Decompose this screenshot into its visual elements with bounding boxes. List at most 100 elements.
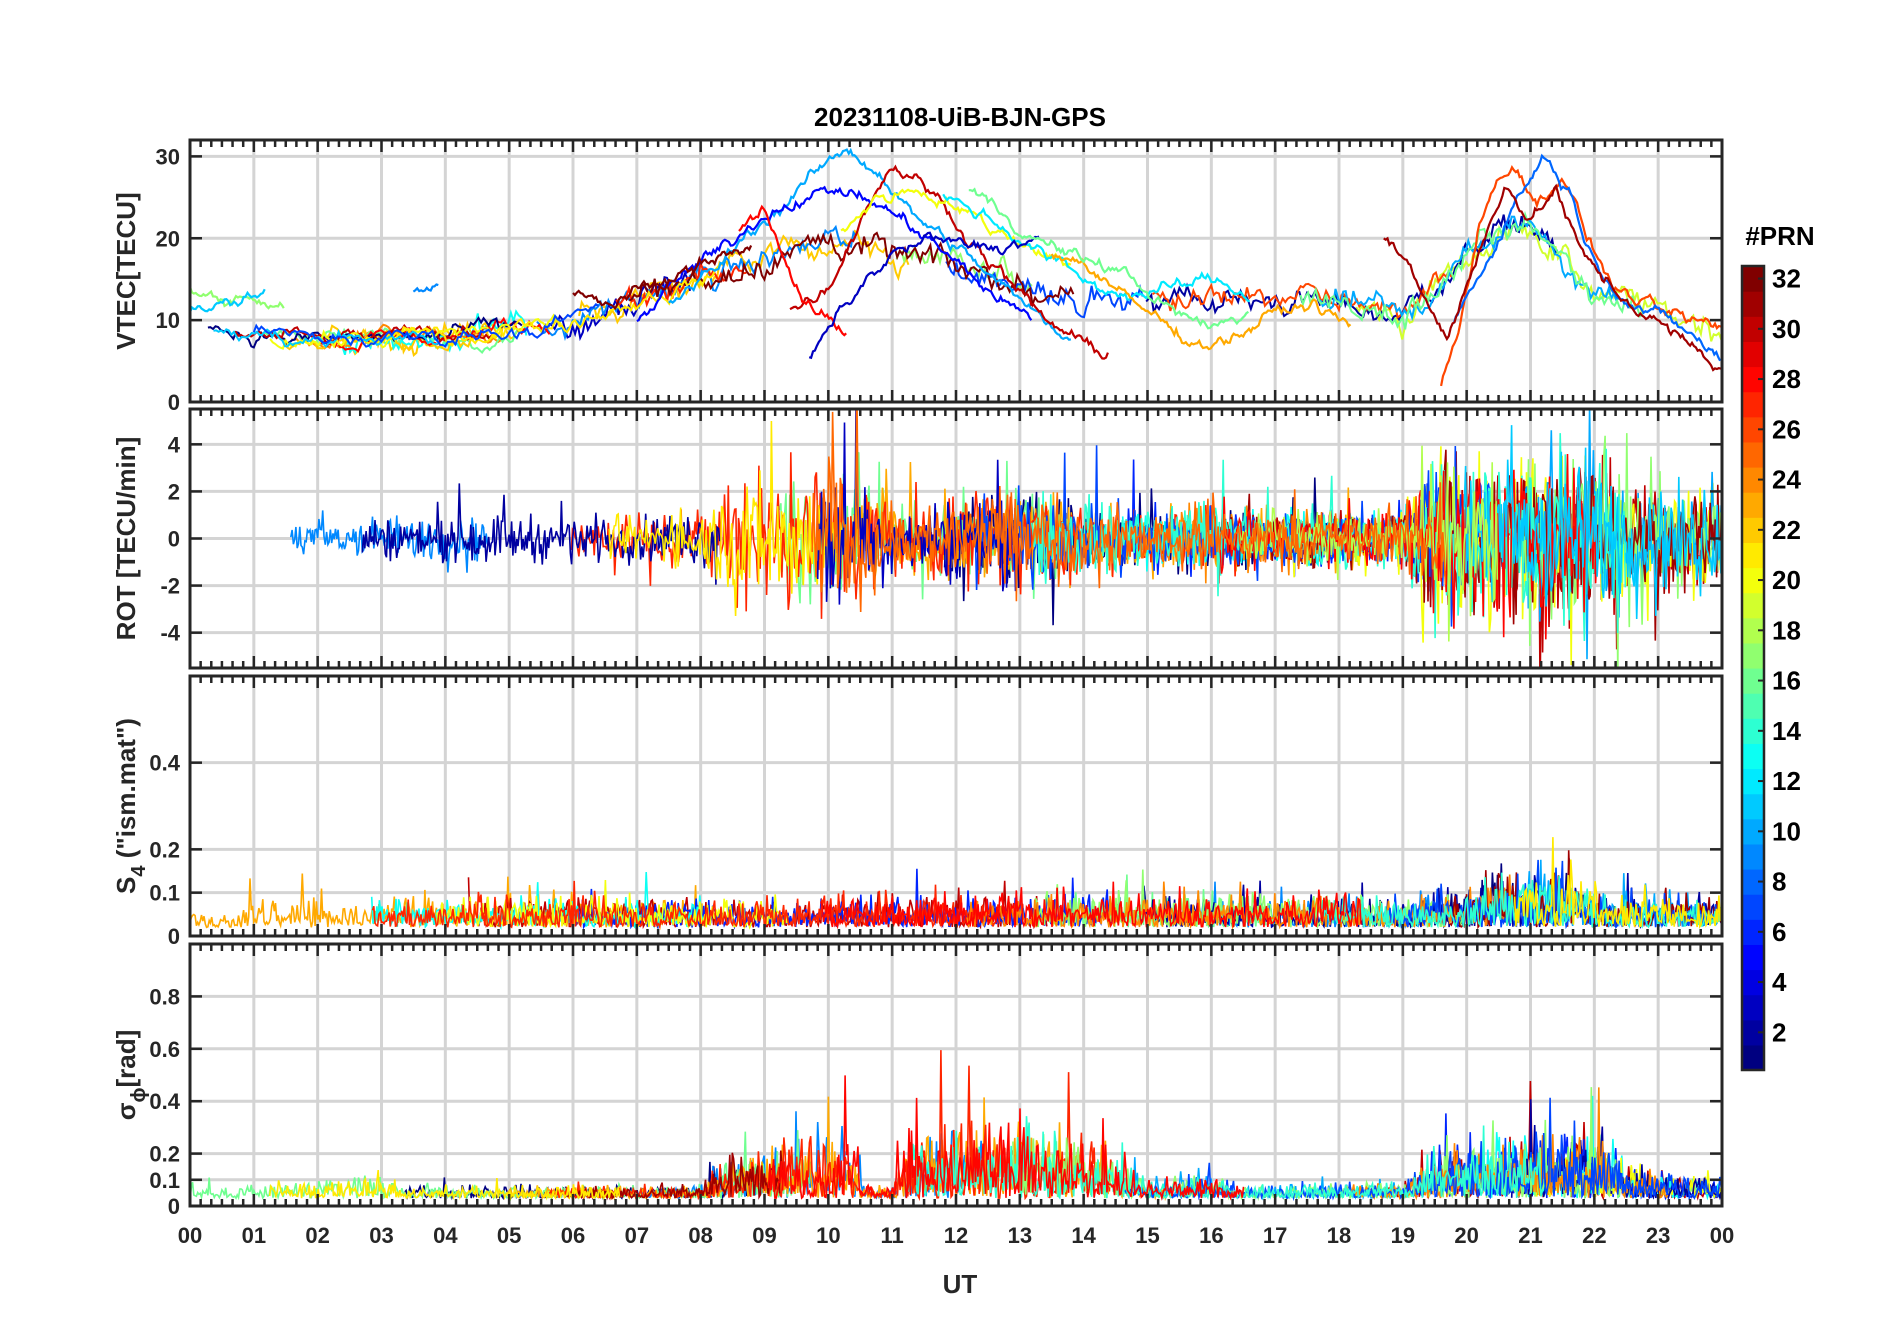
colorbar-segment xyxy=(1742,642,1764,669)
colorbar-segment xyxy=(1742,617,1764,644)
vtec-series-prn-8 xyxy=(1452,153,1722,362)
vtec-series-prn-28 xyxy=(738,204,847,337)
vtec-early-track xyxy=(213,328,439,349)
colorbar-segment xyxy=(1742,818,1764,845)
x-tick-label: 06 xyxy=(561,1223,585,1248)
sigma_phi-track xyxy=(908,1116,1545,1200)
panel-vtec: 0 10 20 30 VTEC[TECU] xyxy=(111,138,1724,415)
colorbar-tick-label: 8 xyxy=(1772,867,1786,897)
x-tick-label: 01 xyxy=(242,1223,266,1248)
y-axis-label-rot: ROT [TECU/min] xyxy=(111,437,141,641)
x-tick-label: 12 xyxy=(944,1223,968,1248)
s4-track xyxy=(820,881,1362,930)
colorbar-tick-label: 16 xyxy=(1772,666,1801,696)
y-tick-label: 30 xyxy=(156,144,180,169)
colorbar-segment xyxy=(1742,668,1764,694)
colorbar-tick-label: 4 xyxy=(1772,967,1787,997)
x-tick-label: 10 xyxy=(816,1223,840,1248)
colorbar-tick-label: 28 xyxy=(1772,364,1801,394)
colorbar-segment xyxy=(1742,467,1764,493)
colorbar-segment xyxy=(1742,341,1764,368)
y-tick-label: 4 xyxy=(168,432,181,457)
rot-track xyxy=(1463,425,1722,620)
x-tick-label: 13 xyxy=(1008,1223,1032,1248)
vtec-series-prn-16 xyxy=(968,187,1250,330)
colorbar-segment xyxy=(1742,894,1764,920)
y-tick-label: -2 xyxy=(160,574,180,599)
y-axis-label-s4: S4 ("ism.mat") xyxy=(111,718,150,894)
colorbar-tick-label: 6 xyxy=(1772,917,1786,947)
colorbar-segment xyxy=(1742,743,1764,770)
chart-title: 20231108-UiB-BJN-GPS xyxy=(814,102,1106,132)
vtec-bg-track xyxy=(536,224,857,342)
x-tick-label: 18 xyxy=(1327,1223,1351,1248)
y-axis-label-vtec: VTEC[TECU] xyxy=(111,192,141,349)
colorbar-frame xyxy=(1740,264,1766,1072)
colorbar-segment xyxy=(1742,517,1764,543)
x-tick-label: 00 xyxy=(178,1223,202,1248)
colorbar-segment xyxy=(1742,567,1764,594)
y-tick-label: 0 xyxy=(168,390,180,415)
colorbar-tick-label: 24 xyxy=(1772,465,1801,495)
colorbar-segment xyxy=(1742,1044,1764,1071)
y-tick-label: 0.6 xyxy=(149,1037,180,1062)
colorbar-segment xyxy=(1742,919,1764,945)
series-sigma_phi xyxy=(190,1050,1722,1202)
x-tick-label: 11 xyxy=(881,1223,904,1248)
x-tick-label: 09 xyxy=(752,1223,776,1248)
vtec-series-prn-30 xyxy=(789,164,1109,360)
panel-s4: 0 0.1 0.2 0.4S4 ("ism.mat") xyxy=(111,674,1724,949)
colorbar-tick-label: 32 xyxy=(1772,264,1801,294)
x-tick-label: 14 xyxy=(1071,1223,1096,1248)
panel-sigma_phi: 00.10.2 0.4 0.6 0.8 σϕ[rad] xyxy=(111,942,1724,1219)
vtec-bg-track xyxy=(1319,215,1620,322)
vtec-series-prn-32 xyxy=(572,245,753,311)
y-tick-label: 0 xyxy=(168,1194,180,1219)
colorbar-segment xyxy=(1742,944,1764,971)
x-tick-label: 07 xyxy=(625,1223,649,1248)
colorbar-segment xyxy=(1742,391,1764,418)
y-tick-label: 0.2 xyxy=(149,1142,180,1167)
ticks-s4 xyxy=(188,676,1724,938)
vtec-series-prn-31 xyxy=(1383,183,1721,372)
x-tick-label: 15 xyxy=(1135,1223,1159,1248)
colorbar-segment xyxy=(1742,693,1764,719)
vtec-bg-track xyxy=(1299,210,1644,330)
colorbar-tick-label: 14 xyxy=(1772,716,1801,746)
y-tick-label: 0 xyxy=(168,924,180,949)
colorbar-segment xyxy=(1742,316,1764,342)
colorbar-segment xyxy=(1742,441,1764,468)
x-tick-label: 16 xyxy=(1199,1223,1223,1248)
vtec-series-prn-9 xyxy=(412,283,439,293)
colorbar-segment xyxy=(1742,768,1764,795)
rot-track xyxy=(608,420,843,617)
x-tick-label: 19 xyxy=(1391,1223,1415,1248)
y-tick-label: 2 xyxy=(168,479,180,504)
y-tick-label: 20 xyxy=(156,226,180,251)
x-axis-label: UT xyxy=(943,1269,978,1299)
x-tick-label: 22 xyxy=(1582,1223,1606,1248)
colorbar-segment xyxy=(1742,416,1764,443)
y-tick-label: 10 xyxy=(156,308,180,333)
vtec-series-prn-12 xyxy=(942,193,1250,303)
x-tick-label: 05 xyxy=(497,1223,521,1248)
vtec-series-prn-3 xyxy=(808,231,1040,360)
rot-track xyxy=(811,409,1447,613)
x-tick-label: 17 xyxy=(1263,1223,1287,1248)
x-tick-label: 02 xyxy=(305,1223,329,1248)
y-tick-label: -4 xyxy=(160,621,180,646)
x-tick-label: 21 xyxy=(1518,1223,1542,1248)
y-axis-label-sigma_phi: σϕ[rad] xyxy=(111,1030,150,1121)
y-tick-label: 0.1 xyxy=(149,1168,180,1193)
ticks-vtec xyxy=(188,140,1724,404)
y-tick-label: 0.4 xyxy=(149,1089,180,1114)
x-tick-label: 04 xyxy=(433,1223,458,1248)
x-tick-labels: 00 01 02 03 04 05 06 07 08 09 10 11 12 13 14 15 16 17 18 19… xyxy=(178,1223,1734,1248)
colorbar-tick-label: 10 xyxy=(1772,816,1801,846)
series-rot xyxy=(290,409,1722,668)
vtec-series-prn-17 xyxy=(190,286,285,310)
colorbar-segment xyxy=(1742,291,1764,317)
colorbar-segment xyxy=(1742,994,1764,1021)
